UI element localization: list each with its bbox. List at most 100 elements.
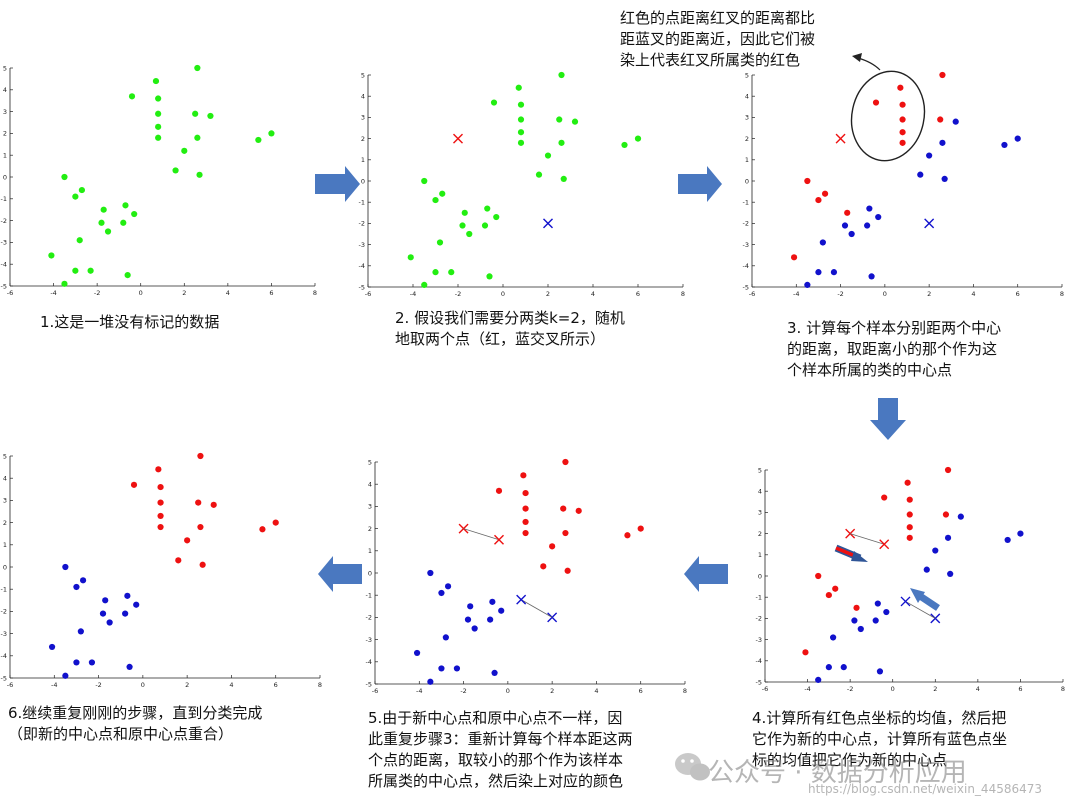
data-point [196, 171, 203, 178]
data-point [520, 472, 527, 479]
data-point [122, 202, 129, 209]
data-point [172, 167, 179, 174]
y-tick-label: 5 [361, 71, 365, 79]
data-point [848, 230, 855, 238]
data-point [947, 570, 954, 577]
watermark-url: https://blog.csdn.net/weixin_44586473 [808, 782, 1043, 796]
x-tick-label: -2 [94, 289, 100, 297]
y-tick-label: -1 [756, 594, 762, 602]
data-point [157, 512, 164, 520]
red-center-initial-marker [453, 133, 463, 144]
data-point [874, 600, 881, 607]
data-point [438, 589, 445, 597]
data-point [48, 252, 55, 259]
flow-arrow-5-to-6 [318, 556, 362, 592]
x-tick-label: 6 [1016, 290, 1020, 298]
data-point [268, 130, 275, 137]
y-tick-label: 2 [745, 135, 749, 143]
data-point [942, 511, 950, 518]
data-point [804, 177, 811, 185]
data-point [487, 616, 494, 623]
data-point [124, 592, 131, 599]
data-point [130, 481, 138, 488]
data-point [899, 116, 906, 123]
y-tick-label: 1 [368, 547, 372, 555]
data-point [564, 567, 571, 574]
data-point [952, 118, 959, 125]
data-point [184, 537, 191, 544]
blue-center-shift-line [520, 599, 553, 618]
y-tick-label: 5 [3, 64, 7, 72]
scatter-panel-2: -6 -4 -2 0 2 4 6 8 5 4 3 2 1 0 -1 -2 -3 -4 -5 [359, 71, 686, 298]
data-point [932, 547, 939, 554]
data-point [1014, 135, 1021, 142]
data-point [155, 134, 162, 141]
y-tick-label: 1 [3, 152, 7, 160]
y-tick-label: 4 [758, 488, 762, 496]
caption-step5: 5.由于新中心点和原中心点不一样，因 此重复步骤3：重新计算每个样本距这两 个点… [368, 709, 633, 790]
flow-arrow-4-to-5 [684, 556, 728, 592]
data-point [62, 672, 69, 679]
data-point [438, 665, 445, 672]
x-tick-label: 8 [318, 681, 322, 689]
y-tick-label: 4 [3, 475, 7, 483]
x-tick-label: 6 [274, 681, 278, 689]
y-tick-label: 2 [361, 135, 365, 143]
data-point [104, 228, 112, 235]
data-point [432, 196, 439, 204]
data-point [944, 534, 952, 541]
y-tick-label: -3 [366, 636, 372, 644]
data-point [192, 110, 199, 117]
y-tick-label: 1 [361, 156, 365, 164]
data-point [448, 269, 455, 276]
y-tick-label: -5 [1, 674, 7, 682]
x-tick-label: 8 [1060, 290, 1064, 298]
data-point [421, 281, 428, 288]
y-tick-label: -1 [366, 592, 372, 600]
y-tick-label: 0 [758, 572, 762, 580]
caption-step1: 1.这是一堆没有标记的数据 [40, 313, 220, 331]
data-point [821, 190, 829, 197]
data-point [155, 110, 162, 117]
y-tick-label: 3 [758, 509, 762, 517]
y-tick-label: -1 [1, 586, 7, 594]
y-tick-label: 4 [3, 86, 7, 94]
data-point [825, 591, 832, 599]
data-point [906, 524, 913, 531]
x-tick-label: -4 [50, 289, 56, 297]
y-tick-label: 0 [3, 173, 7, 181]
data-point [917, 171, 924, 178]
caption-step3: 3. 计算每个样本分别距两个中心 的距离，取距离小的那个作为这 个样本所属的类的… [787, 319, 1002, 379]
data-point [904, 479, 911, 486]
data-point [77, 628, 84, 635]
blue-center-move-arrow-shaft [918, 593, 940, 611]
data-point [102, 597, 109, 604]
data-point [872, 99, 880, 106]
x-tick-label: 6 [269, 289, 273, 297]
data-point [815, 572, 822, 580]
data-point [157, 499, 164, 506]
data-point [122, 610, 129, 617]
data-point [899, 129, 906, 136]
x-tick-label: -4 [416, 687, 422, 695]
data-point [522, 489, 529, 497]
data-point [825, 664, 832, 671]
data-point [899, 101, 906, 108]
data-point [857, 625, 864, 633]
data-point [1001, 141, 1008, 149]
data-point [133, 601, 140, 608]
blue-center-updated-marker [516, 594, 527, 605]
x-tick-label: -4 [793, 290, 799, 298]
data-point [194, 64, 201, 72]
y-tick-label: 5 [368, 458, 372, 466]
x-tick-label: 2 [550, 687, 554, 695]
y-tick-label: -2 [1, 217, 7, 225]
data-point [62, 563, 69, 571]
data-point [624, 532, 631, 539]
data-point [72, 193, 79, 200]
data-point [840, 664, 847, 671]
y-tick-label: 0 [745, 177, 749, 185]
data-point [804, 281, 811, 288]
data-point [941, 175, 948, 182]
x-tick-label: 4 [594, 687, 598, 695]
